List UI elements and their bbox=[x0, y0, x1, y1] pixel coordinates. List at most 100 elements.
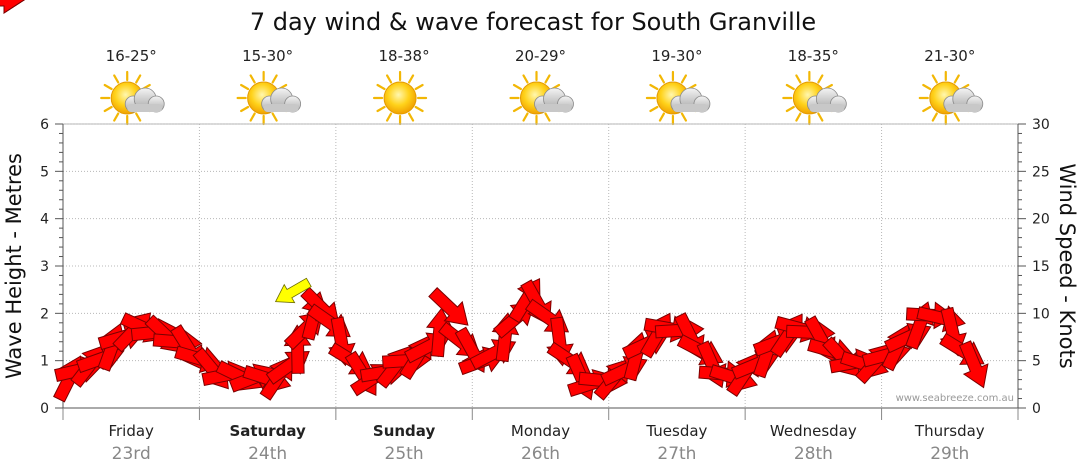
right-tick-label: 5 bbox=[1032, 354, 1041, 370]
temperature-range: 15-30° bbox=[242, 47, 293, 65]
sun-ray bbox=[817, 112, 824, 122]
day-date: 23rd bbox=[112, 444, 151, 464]
left-axis-title: Wave Height - Metres bbox=[2, 153, 26, 379]
sunny-icon bbox=[372, 70, 428, 126]
wave-height-axis: 0 1 2 3 4 5 6 bbox=[40, 117, 64, 417]
sun-ray bbox=[271, 112, 278, 122]
sun-ray bbox=[922, 83, 932, 91]
sun-ray bbox=[385, 74, 393, 84]
partly-cloudy-icon bbox=[100, 70, 165, 126]
weather-icons bbox=[100, 70, 984, 126]
right-tick-label: 20 bbox=[1032, 212, 1050, 228]
sun-ray bbox=[953, 112, 960, 122]
partly-cloudy-icon bbox=[918, 70, 984, 126]
sun-ray bbox=[817, 74, 824, 84]
sun-ray bbox=[649, 83, 659, 91]
sun-ray bbox=[544, 74, 551, 84]
sun-ray bbox=[680, 74, 688, 84]
right-tick-label: 25 bbox=[1032, 164, 1050, 180]
cloud-icon bbox=[534, 87, 574, 113]
wind-arrows bbox=[0, 0, 989, 403]
cloud-icon bbox=[124, 87, 165, 113]
sun-ray bbox=[931, 112, 938, 122]
sun-ray bbox=[658, 112, 666, 122]
right-tick-label: 0 bbox=[1032, 401, 1041, 417]
sun-ray bbox=[249, 112, 256, 122]
sun-ray bbox=[414, 83, 424, 91]
day-name: Saturday bbox=[229, 422, 306, 440]
sun-ray bbox=[922, 105, 932, 113]
partly-cloudy-icon bbox=[645, 70, 711, 126]
wind-speed-axis: 0 5 10 15 20 25 30 bbox=[1017, 117, 1050, 417]
day-name: Tuesday bbox=[645, 422, 707, 440]
wave-arrow bbox=[274, 277, 312, 304]
cloud-base bbox=[945, 104, 981, 112]
left-tick-label: 4 bbox=[40, 212, 49, 228]
sun-ray bbox=[407, 112, 415, 122]
cloud-icon bbox=[806, 87, 847, 113]
sun-ray bbox=[376, 83, 386, 91]
sun-disc bbox=[383, 81, 417, 115]
cloud-icon bbox=[670, 87, 711, 113]
sun-ray bbox=[414, 105, 424, 113]
cloud-icon bbox=[261, 87, 302, 113]
left-tick-label: 0 bbox=[40, 401, 49, 417]
day-name: Monday bbox=[511, 422, 570, 440]
day-date: 25th bbox=[385, 444, 424, 464]
cloud-icon bbox=[943, 87, 984, 113]
sun-icon bbox=[372, 70, 428, 126]
sun-ray bbox=[103, 83, 113, 91]
wind-arrow bbox=[958, 340, 989, 389]
partly-cloudy-icon bbox=[236, 70, 302, 126]
temperature-range: 19-30° bbox=[651, 47, 702, 65]
day-name: Thursday bbox=[914, 422, 985, 440]
wave-arrows bbox=[274, 277, 312, 304]
sun-ray bbox=[135, 74, 142, 84]
day-name: Friday bbox=[108, 422, 154, 440]
sun-ray bbox=[931, 74, 938, 84]
sun-ray bbox=[103, 105, 113, 113]
cloud-base bbox=[127, 104, 163, 112]
sun-ray bbox=[249, 74, 256, 84]
sun-ray bbox=[658, 74, 666, 84]
temperature-range: 16-25° bbox=[106, 47, 157, 65]
sun-ray bbox=[953, 74, 960, 84]
cloud-base bbox=[536, 104, 572, 112]
sun-ray bbox=[271, 74, 278, 84]
right-tick-label: 10 bbox=[1032, 306, 1050, 322]
chart-title: 7 day wind & wave forecast for South Gra… bbox=[250, 8, 816, 36]
temperature-range: 18-38° bbox=[379, 47, 430, 65]
wind-arrow bbox=[428, 287, 469, 326]
day-date: 26th bbox=[521, 444, 560, 464]
sun-ray bbox=[385, 112, 393, 122]
sun-ray bbox=[680, 112, 688, 122]
right-tick-label: 30 bbox=[1032, 117, 1050, 133]
sun-ray bbox=[512, 105, 523, 113]
sun-ray bbox=[795, 74, 802, 84]
sun-ray bbox=[649, 105, 659, 113]
day-labels: Friday 23rd Saturday 24th Sunday 25th Monday 26… bbox=[108, 422, 984, 464]
sun-ray bbox=[376, 105, 386, 113]
sun-ray bbox=[785, 83, 795, 91]
wind-arrow bbox=[0, 0, 25, 14]
sun-ray bbox=[522, 112, 529, 122]
sun-ray bbox=[785, 105, 795, 113]
sun-ray bbox=[544, 112, 551, 122]
cloud-base bbox=[263, 104, 299, 112]
temperature-range: 18-35° bbox=[788, 47, 839, 65]
temperature-range: 21-30° bbox=[924, 47, 975, 65]
sun-ray bbox=[522, 74, 529, 84]
right-tick-label: 15 bbox=[1032, 259, 1050, 275]
cloud-base bbox=[809, 104, 845, 112]
sun-ray bbox=[407, 74, 415, 84]
cloud-base bbox=[672, 104, 708, 112]
sun-ray bbox=[240, 105, 250, 113]
day-date: 24th bbox=[248, 444, 287, 464]
left-tick-label: 6 bbox=[40, 117, 49, 133]
watermark: www.seabreeze.com.au bbox=[896, 393, 1014, 404]
wind-arrow bbox=[600, 356, 648, 387]
left-tick-label: 3 bbox=[40, 259, 49, 275]
right-axis-title: Wind Speed - Knots bbox=[1055, 163, 1079, 368]
sun-ray bbox=[795, 112, 802, 122]
